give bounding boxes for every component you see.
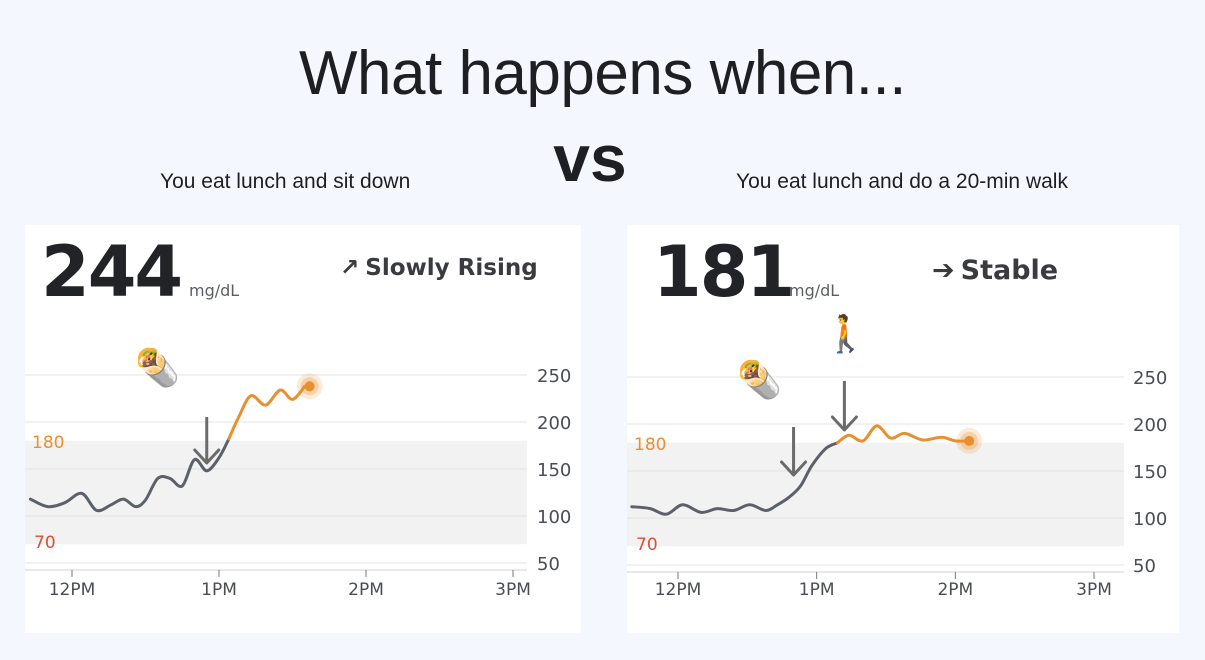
- walking-person-icon: 🚶: [823, 314, 868, 355]
- y-tick-label: 50: [537, 554, 560, 575]
- y-tick-label: 150: [1133, 462, 1167, 483]
- right-caption: You eat lunch and do a 20-min walk: [736, 170, 1068, 193]
- y-tick-label: 200: [537, 413, 571, 434]
- trend-arrow-icon: ↗: [340, 255, 360, 281]
- y-tick-label: 100: [537, 507, 571, 528]
- x-tick-label: 1PM: [799, 580, 835, 600]
- glucose-chart-sit: 250 200 150 100 50 12PM 1PM 2PM 3PM 180 70: [25, 366, 571, 600]
- burrito-icon: 🌯: [737, 360, 782, 401]
- y-tick-label: 200: [1133, 415, 1167, 436]
- y-tick-label: 50: [1133, 556, 1156, 577]
- x-tick-label: 3PM: [1076, 580, 1112, 600]
- y-tick-label: 250: [1133, 368, 1167, 389]
- glucose-line-high: [836, 424, 971, 445]
- target-range-band: [627, 442, 1124, 547]
- low-threshold-label: 70: [34, 533, 56, 553]
- x-tick-label: 2PM: [348, 580, 384, 600]
- vs-label: vs: [553, 121, 627, 195]
- trend-arrow-icon: ➔: [932, 255, 955, 286]
- glucose-unit: mg/dL: [789, 281, 840, 300]
- x-tick-label: 12PM: [655, 580, 702, 600]
- current-point-marker: [304, 381, 315, 392]
- glucose-card-walk: 181 mg/dL ➔ Stable 250 200 150 100 50 12PM 1PM 2…: [627, 225, 1179, 633]
- y-tick-label: 150: [537, 460, 571, 481]
- low-threshold-label: 70: [636, 535, 658, 555]
- glucose-line-in-range: [28, 437, 231, 513]
- trend-label: Slowly Rising: [365, 255, 538, 281]
- x-tick-label: 2PM: [937, 580, 973, 600]
- trend-label: Stable: [960, 255, 1059, 286]
- high-threshold-label: 180: [32, 433, 64, 453]
- trend-indicator: ↗ Slowly Rising: [340, 255, 538, 281]
- target-range-band: [25, 440, 527, 545]
- page-title: What happens when...: [299, 39, 906, 108]
- glucose-card-sit: 244 mg/dL ↗ Slowly Rising 250 200 150 100 50 1…: [25, 225, 581, 633]
- trend-indicator: ➔ Stable: [932, 255, 1058, 286]
- burrito-icon: 🌯: [135, 348, 180, 389]
- glucose-reading: 181: [653, 231, 795, 313]
- high-threshold-label: 180: [634, 435, 666, 455]
- glucose-line-high: [227, 384, 307, 441]
- glucose-line-in-range: [630, 441, 839, 516]
- walk-arrow-head: [830, 415, 858, 432]
- left-caption: You eat lunch and sit down: [160, 170, 411, 193]
- glucose-chart-walk: 250 200 150 100 50 12PM 1PM 2PM 3PM 180 70: [627, 368, 1167, 600]
- y-tick-label: 100: [1133, 509, 1167, 530]
- x-tick-label: 12PM: [49, 580, 96, 600]
- x-tick-label: 1PM: [201, 580, 237, 600]
- y-tick-label: 250: [537, 366, 571, 387]
- current-point-marker: [964, 435, 975, 446]
- glucose-unit: mg/dL: [189, 281, 240, 300]
- glucose-reading: 244: [41, 231, 183, 313]
- x-tick-label: 3PM: [495, 580, 531, 600]
- meal-arrow-head: [780, 460, 808, 477]
- meal-arrow-head: [193, 448, 221, 465]
